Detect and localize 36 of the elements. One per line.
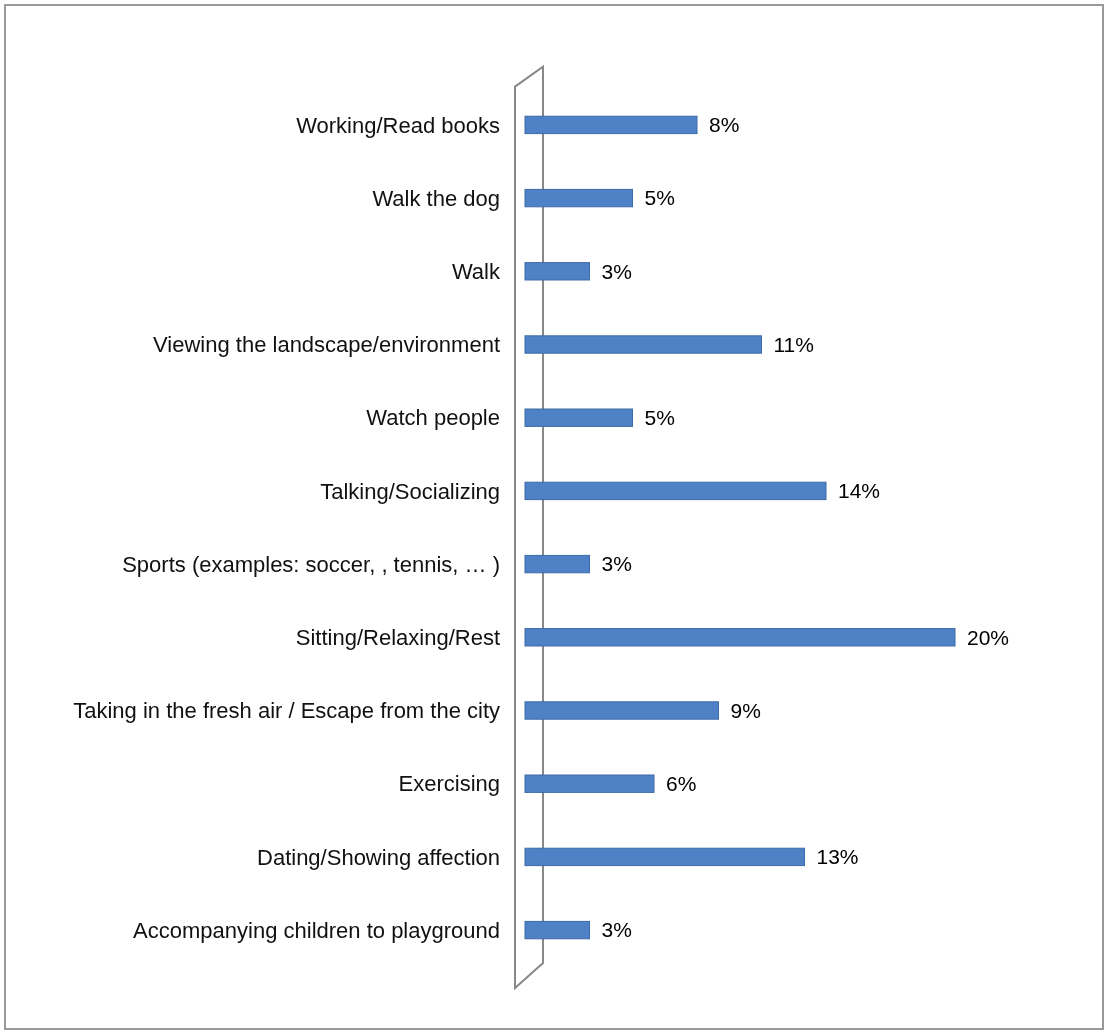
data-label: 6% — [666, 772, 697, 796]
bar — [524, 408, 633, 427]
data-label: 3% — [601, 552, 632, 576]
y-tick-label: Taking in the fresh air / Escape from the city — [73, 698, 500, 724]
bar — [524, 701, 719, 720]
y-tick-label: Sports (examples: soccer, , tennis, … ) — [122, 551, 500, 577]
y-tick-label: Walk the dog — [372, 185, 500, 211]
bar — [524, 554, 590, 574]
y-tick-label: Accompanying children to playground — [133, 917, 500, 943]
y-tick-label: Viewing the landscape/environment — [153, 332, 500, 358]
data-label: 3% — [601, 259, 632, 283]
data-label: 20% — [967, 625, 1010, 649]
bar — [524, 115, 698, 135]
y-tick-label: Sitting/Relaxing/Rest — [295, 625, 500, 650]
bar — [524, 920, 590, 940]
bar — [524, 628, 956, 647]
data-label: 13% — [816, 845, 859, 869]
bar — [524, 847, 805, 867]
y-tick-label: Dating/Showing affection — [257, 844, 500, 870]
bar — [524, 335, 762, 354]
bar — [524, 188, 633, 208]
data-label: 3% — [601, 918, 632, 942]
data-label: 5% — [644, 186, 675, 210]
y-tick-label: Talking/Socializing — [320, 478, 500, 504]
y-tick-label: Walk — [451, 259, 501, 284]
data-label: 5% — [644, 406, 675, 430]
y-tick-label: Exercising — [398, 771, 500, 797]
data-label: 11% — [773, 332, 814, 356]
y-tick-label: Working/Read books — [296, 112, 500, 138]
bar — [524, 262, 590, 281]
bar — [524, 481, 827, 501]
data-label: 14% — [838, 479, 881, 503]
data-label: 8% — [709, 113, 740, 137]
data-label: 9% — [730, 698, 761, 722]
y-tick-label: Watch people — [366, 405, 500, 431]
bar — [524, 774, 655, 793]
